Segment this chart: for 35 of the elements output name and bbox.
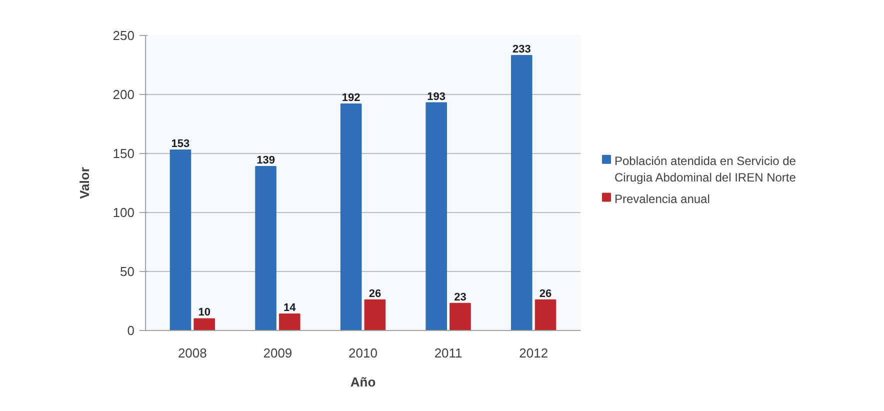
y-tick-label: 200 <box>112 87 135 102</box>
bar <box>364 299 386 330</box>
data-label: 139 <box>256 154 275 166</box>
x-axis-title: Año <box>350 374 376 390</box>
bar <box>450 302 471 330</box>
data-label: 23 <box>454 291 466 304</box>
y-tick-label: 0 <box>127 323 135 338</box>
bar <box>534 299 556 330</box>
data-label: 14 <box>284 302 297 314</box>
x-tick-label: 2009 <box>263 346 292 360</box>
bar <box>170 149 192 330</box>
y-tick-label: 100 <box>112 205 135 220</box>
bar <box>510 55 532 330</box>
legend-label: Población atendida en Servicio de Cirugia Abdominal del IREN Norte <box>614 154 796 184</box>
bar <box>255 166 276 330</box>
bar <box>278 313 300 330</box>
y-axis-title: Valor <box>76 167 92 199</box>
y-tick-label: 250 <box>112 28 135 43</box>
data-label: 233 <box>512 44 531 56</box>
data-label: 193 <box>427 90 446 103</box>
x-tick-label: 2008 <box>178 346 207 360</box>
legend-label: Prevalencia anual <box>614 192 710 206</box>
x-tick-label: 2011 <box>434 346 462 360</box>
data-label: 153 <box>171 138 190 150</box>
bar <box>340 103 362 330</box>
x-tick-label: 2010 <box>348 346 378 360</box>
bar <box>194 318 216 330</box>
bar <box>426 102 448 330</box>
data-label: 192 <box>342 92 360 104</box>
x-tick-label: 2012 <box>519 346 548 360</box>
y-tick-label: 150 <box>112 146 135 161</box>
data-label: 26 <box>539 288 552 300</box>
data-label: 10 <box>198 306 210 319</box>
data-label: 26 <box>368 288 382 300</box>
y-tick-label: 50 <box>120 264 135 279</box>
